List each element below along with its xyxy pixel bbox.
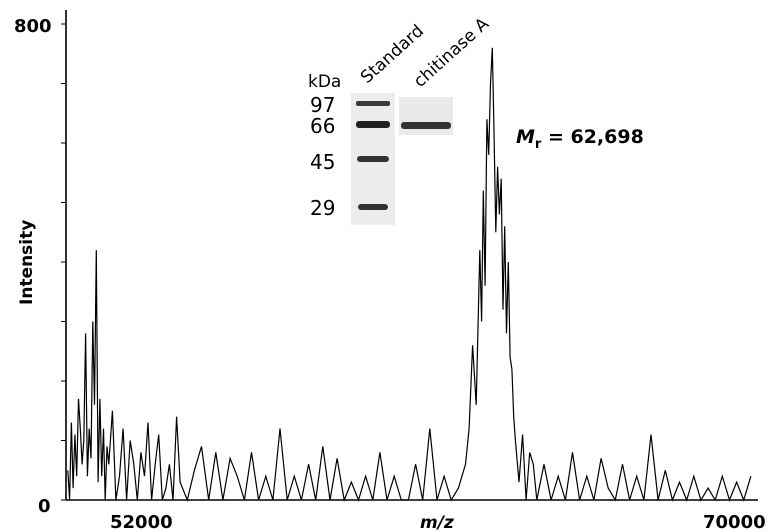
- gel-band-45: [357, 156, 389, 162]
- x-tick-label-right: 70000: [703, 512, 766, 532]
- mr-annotation-sub: r: [535, 137, 542, 152]
- y-tick-label-max: 800: [14, 16, 52, 37]
- y-ticks: [61, 23, 66, 501]
- x-axis-title: m/z: [420, 513, 454, 532]
- y-axis-title: Intensity: [17, 220, 37, 305]
- mr-annotation: Mr = 62,698: [516, 126, 644, 152]
- gel-kda-label: kDa: [308, 72, 341, 92]
- mr-annotation-value: = 62,698: [541, 126, 643, 148]
- gel-marker-29: 29: [310, 196, 335, 220]
- gel-marker-97: 97: [310, 93, 335, 117]
- gel-inset: kDa Standard chitinase A 97 66 45 29: [308, 14, 493, 225]
- series-line: [67, 47, 752, 503]
- gel-band-66: [356, 121, 390, 128]
- x-tick-label-left: 52000: [110, 512, 173, 532]
- gel-band-29: [358, 204, 388, 210]
- y-tick-label-min: 0: [38, 496, 51, 517]
- gel-marker-66: 66: [310, 114, 335, 138]
- gel-lane-chitinase: [399, 97, 453, 135]
- gel-band-97: [356, 101, 390, 106]
- gel-band-chitinase: [401, 122, 451, 129]
- mr-annotation-m: M: [516, 126, 535, 148]
- gel-lane-label-chitinase: chitinase A: [410, 14, 493, 92]
- gel-marker-45: 45: [310, 150, 335, 174]
